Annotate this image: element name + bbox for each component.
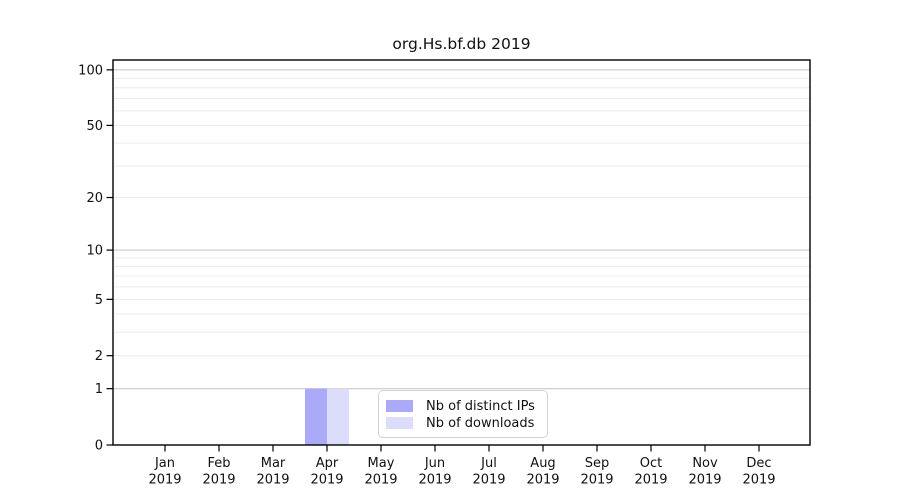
x-tick-label-month: Sep — [585, 456, 610, 471]
x-tick-label-year: 2019 — [742, 473, 775, 488]
x-tick-label-year: 2019 — [526, 473, 559, 488]
x-tick-label-month: Jul — [480, 456, 497, 471]
x-tick-label-year: 2019 — [202, 473, 235, 488]
x-tick-label-month: May — [368, 456, 395, 471]
legend-item: Nb of distinct IPs — [386, 398, 539, 414]
x-tick-label-month: Jan — [154, 456, 175, 471]
y-tick-label: 20 — [86, 191, 103, 206]
bar-nb-of-downloads-apr — [327, 388, 349, 445]
x-tick-label-year: 2019 — [472, 473, 505, 488]
legend-swatch-0 — [386, 400, 413, 412]
chart-title: org.Hs.bf.db 2019 — [392, 35, 531, 53]
legend-swatch-1 — [386, 417, 413, 429]
bar-nb-of-distinct-ips-apr — [305, 388, 327, 445]
x-tick-label-year: 2019 — [418, 473, 451, 488]
x-tick-label-year: 2019 — [634, 473, 667, 488]
x-tick-label-month: Feb — [207, 456, 230, 471]
x-tick-label-month: Nov — [692, 456, 718, 471]
y-tick-label: 5 — [95, 293, 103, 308]
x-tick-label-month: Aug — [530, 456, 555, 471]
x-tick-label-year: 2019 — [580, 473, 613, 488]
y-tick-label: 50 — [86, 119, 103, 134]
y-tick-label: 0 — [95, 439, 103, 454]
legend-label: Nb of downloads — [426, 415, 535, 431]
x-tick-label-year: 2019 — [256, 473, 289, 488]
legend: Nb of distinct IPs Nb of downloads — [378, 390, 548, 438]
x-tick-label-month: Mar — [261, 456, 286, 471]
y-tick-label: 1 — [95, 382, 103, 397]
x-tick-label-year: 2019 — [364, 473, 397, 488]
legend-item: Nb of downloads — [386, 415, 539, 431]
x-tick-label-year: 2019 — [148, 473, 181, 488]
x-tick-label-year: 2019 — [688, 473, 721, 488]
x-tick-label-year: 2019 — [310, 473, 343, 488]
x-tick-label-month: Dec — [746, 456, 771, 471]
y-tick-label: 10 — [86, 244, 103, 259]
x-tick-label-month: Jun — [424, 456, 445, 471]
x-tick-label-month: Apr — [316, 456, 339, 471]
axes-spines — [112, 59, 811, 446]
legend-label: Nb of distinct IPs — [426, 398, 535, 414]
y-tick-label: 2 — [95, 349, 103, 364]
y-tick-label: 100 — [78, 63, 103, 78]
x-tick-label-month: Oct — [640, 456, 662, 471]
